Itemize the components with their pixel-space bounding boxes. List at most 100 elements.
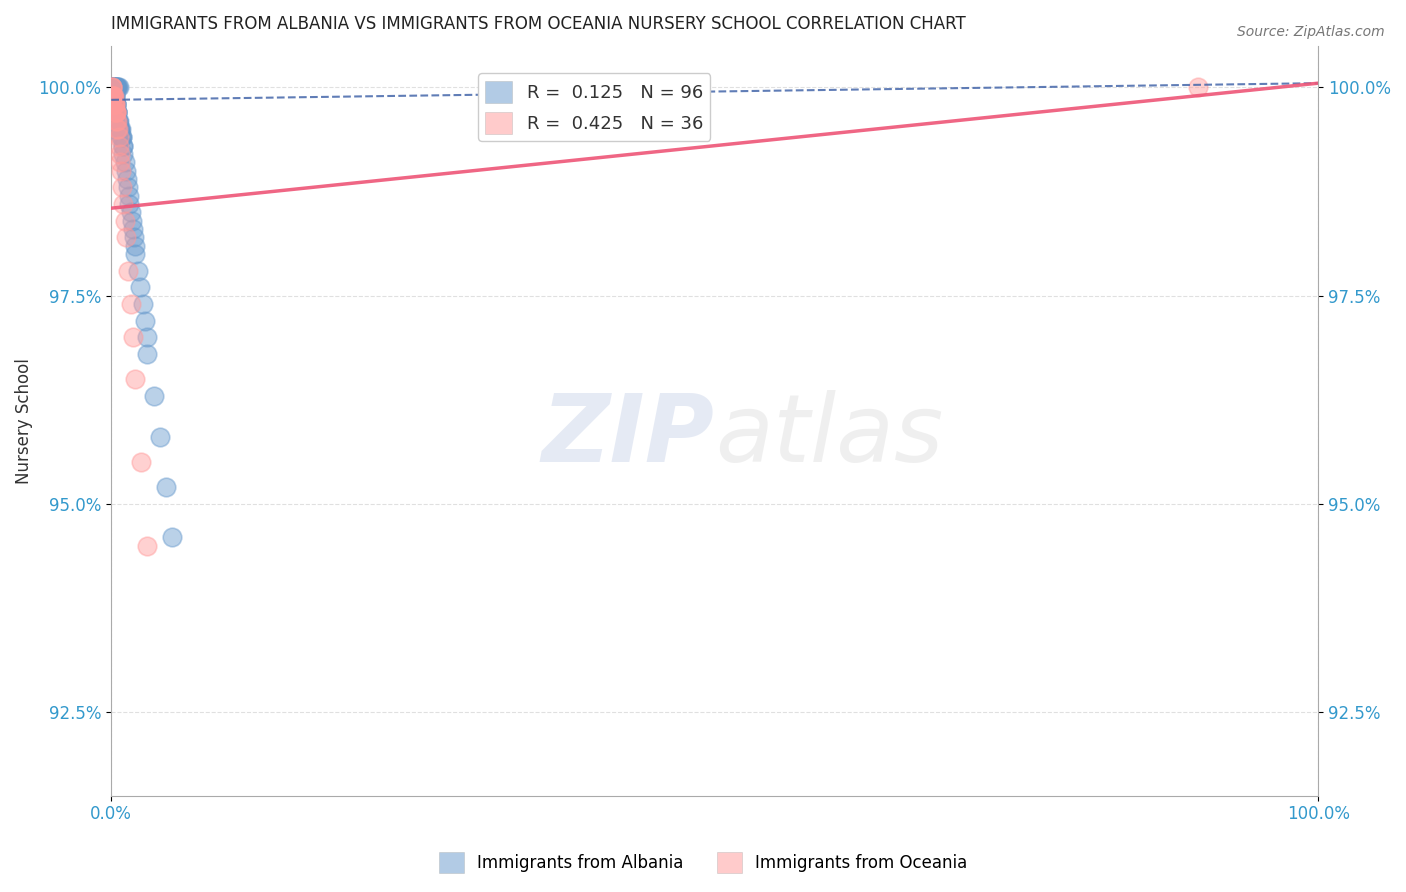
Point xyxy=(104,97,127,112)
Point xyxy=(103,88,125,103)
Point xyxy=(104,97,127,112)
Point xyxy=(105,105,128,120)
Point xyxy=(104,88,127,103)
Point xyxy=(112,147,135,161)
Point xyxy=(129,280,152,294)
Point xyxy=(108,122,131,136)
Point xyxy=(101,80,124,95)
Point xyxy=(105,113,128,128)
Point xyxy=(105,105,128,120)
Point xyxy=(105,105,128,120)
Point xyxy=(118,197,141,211)
Point xyxy=(134,314,156,328)
Point xyxy=(136,347,159,361)
Point xyxy=(104,88,127,103)
Text: IMMIGRANTS FROM ALBANIA VS IMMIGRANTS FROM OCEANIA NURSERY SCHOOL CORRELATION CH: IMMIGRANTS FROM ALBANIA VS IMMIGRANTS FR… xyxy=(111,15,966,33)
Point xyxy=(111,130,134,145)
Point xyxy=(117,180,139,194)
Point xyxy=(122,222,145,236)
Point xyxy=(103,88,125,103)
Point xyxy=(105,80,128,95)
Point xyxy=(105,80,128,95)
Point xyxy=(101,88,124,103)
Point xyxy=(107,122,129,136)
Point xyxy=(101,80,124,95)
Point xyxy=(100,80,122,95)
Point xyxy=(104,97,127,112)
Point xyxy=(108,147,131,161)
Point xyxy=(101,80,124,95)
Point xyxy=(103,88,125,103)
Point xyxy=(148,430,170,444)
Point xyxy=(131,297,153,311)
Point xyxy=(112,197,135,211)
Point xyxy=(107,130,129,145)
Y-axis label: Nursery School: Nursery School xyxy=(15,358,32,483)
Point xyxy=(104,97,127,112)
Point xyxy=(101,88,124,103)
Point xyxy=(101,80,124,95)
Point xyxy=(112,138,135,153)
Point xyxy=(110,130,132,145)
Point xyxy=(103,97,125,112)
Point xyxy=(103,88,125,103)
Point xyxy=(105,113,128,128)
Point xyxy=(101,88,124,103)
Point xyxy=(105,105,128,120)
Point xyxy=(103,88,125,103)
Point xyxy=(127,263,149,277)
Point xyxy=(120,205,142,219)
Point xyxy=(107,80,129,95)
Point xyxy=(104,97,127,112)
Point xyxy=(104,80,127,95)
Point xyxy=(101,80,124,95)
Point xyxy=(1187,80,1209,95)
Point xyxy=(107,113,129,128)
Point xyxy=(110,122,132,136)
Point xyxy=(103,88,125,103)
Point xyxy=(101,80,124,95)
Point xyxy=(115,172,138,186)
Point xyxy=(103,88,125,103)
Point xyxy=(103,88,125,103)
Point xyxy=(120,297,142,311)
Point xyxy=(110,130,132,145)
Point xyxy=(101,80,124,95)
Point xyxy=(101,80,124,95)
Point xyxy=(110,155,132,169)
Point xyxy=(107,113,129,128)
Point xyxy=(103,97,125,112)
Point xyxy=(101,80,124,95)
Point xyxy=(108,122,131,136)
Point xyxy=(105,122,128,136)
Point xyxy=(104,105,127,120)
Point xyxy=(101,88,124,103)
Point xyxy=(121,213,143,227)
Point xyxy=(105,105,128,120)
Point xyxy=(104,97,127,112)
Point xyxy=(122,330,145,344)
Legend: Immigrants from Albania, Immigrants from Oceania: Immigrants from Albania, Immigrants from… xyxy=(432,846,974,880)
Point xyxy=(131,455,153,469)
Point xyxy=(124,372,146,386)
Point xyxy=(107,113,129,128)
Point xyxy=(101,88,124,103)
Point xyxy=(105,80,128,95)
Point xyxy=(111,180,134,194)
Point xyxy=(101,80,124,95)
Point xyxy=(155,480,177,494)
Point xyxy=(114,230,136,244)
Point xyxy=(103,88,125,103)
Point xyxy=(104,105,127,120)
Point xyxy=(101,88,124,103)
Point xyxy=(104,80,127,95)
Point xyxy=(103,80,125,95)
Point xyxy=(103,88,125,103)
Point xyxy=(101,80,124,95)
Point xyxy=(103,88,125,103)
Point xyxy=(110,122,132,136)
Text: atlas: atlas xyxy=(714,390,943,481)
Point xyxy=(114,163,136,178)
Point xyxy=(101,80,124,95)
Point xyxy=(105,113,128,128)
